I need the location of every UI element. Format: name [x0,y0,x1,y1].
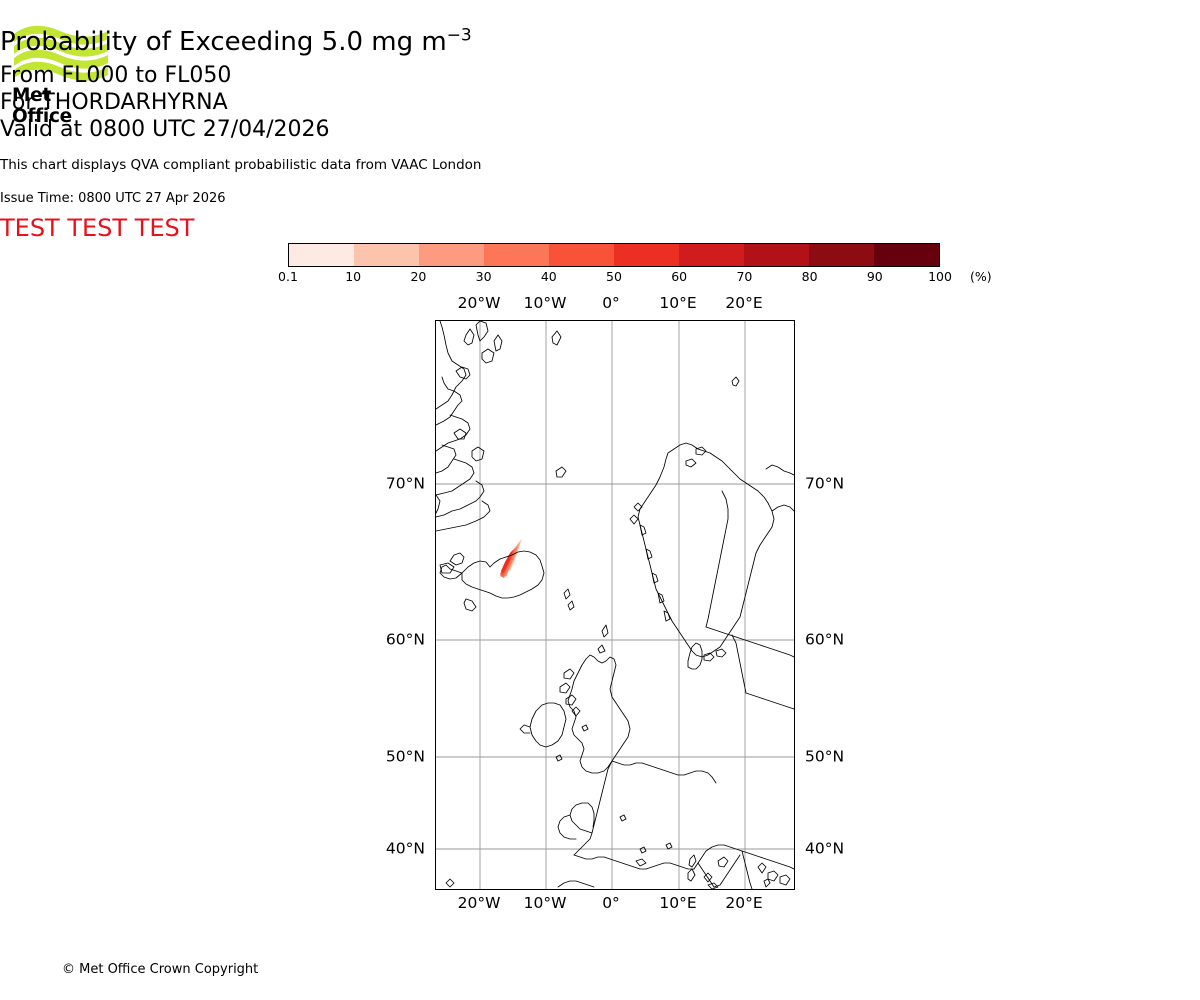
map-graphic [436,321,794,889]
colorbar-band-9 [874,244,939,266]
map-plot-area [435,320,795,890]
colorbar-bands [288,243,940,267]
lon-tick-bottom-20°W: 20°W [457,894,501,912]
colorbar-tick-30: 30 [475,269,492,284]
lon-tick-bottom-10°E: 10°E [659,894,697,912]
lon-tick-top-0°: 0° [602,294,620,312]
colorbar-tick-60: 60 [671,269,688,284]
probability-colorbar [288,243,940,267]
colorbar-tick-20: 20 [410,269,427,284]
copyright-text: © Met Office Crown Copyright [62,962,259,977]
met-office-logo-text: Met Office [12,85,72,127]
ash-plume [500,539,522,578]
test-banner: TEST TEST TEST [0,214,195,242]
flight-level-range: From FL000 to FL050 [0,63,232,88]
lat-tick-left-60°N: 60°N [385,630,425,649]
lat-tick-right-60°N: 60°N [805,630,845,649]
coastlines [436,321,794,889]
chart-title-exponent: −3 [446,25,472,46]
colorbar-tick-labels: 0.1 10 20 30 40 50 60 70 80 90 100 [278,269,952,287]
volcano-name: For THORDARHYRNA [0,90,228,115]
colorbar-band-6 [679,244,744,266]
colorbar-tick-40: 40 [540,269,557,284]
lon-tick-top-10°W: 10°W [523,294,567,312]
lon-tick-bottom-0°: 0° [602,894,620,912]
lat-tick-left-50°N: 50°N [385,747,425,766]
lon-tick-top-10°E: 10°E [659,294,697,312]
colorbar-tick-0.1: 0.1 [278,269,298,284]
colorbar-units-label: (%) [970,269,992,284]
valid-time: Valid at 0800 UTC 27/04/2026 [0,117,330,142]
colorbar-band-1 [354,244,419,266]
colorbar-tick-50: 50 [606,269,622,284]
lat-tick-left-40°N: 40°N [385,839,425,858]
colorbar-band-0 [289,244,354,266]
issue-time: Issue Time: 0800 UTC 27 Apr 2026 [0,191,226,206]
colorbar-band-8 [809,244,874,266]
map-gridlines [436,321,794,889]
lat-tick-right-50°N: 50°N [805,747,845,766]
colorbar-tick-90: 90 [866,269,883,284]
lat-tick-right-40°N: 40°N [805,839,845,858]
colorbar-band-5 [614,244,679,266]
colorbar-tick-80: 80 [801,269,818,284]
lon-tick-bottom-10°W: 10°W [523,894,567,912]
met-office-logo: Met Office [12,22,110,127]
met-office-wave-mark [14,25,108,81]
lon-tick-top-20°E: 20°E [725,294,763,312]
chart-title: Probability of Exceeding 5.0 mg m−3 [0,26,1200,58]
colorbar-band-3 [484,244,549,266]
lon-tick-bottom-20°E: 20°E [725,894,763,912]
colorbar-tick-70: 70 [736,269,753,284]
lat-tick-left-70°N: 70°N [385,474,425,493]
qva-note: This chart displays QVA compliant probab… [0,157,482,173]
colorbar-band-4 [549,244,614,266]
colorbar-band-2 [419,244,484,266]
map-frame [435,320,795,890]
lon-tick-top-20°W: 20°W [457,294,501,312]
lat-tick-right-70°N: 70°N [805,474,845,493]
colorbar-tick-100: 100 [928,269,952,284]
chart-title-text: Probability of Exceeding 5.0 mg m [0,27,447,57]
colorbar-tick-10: 10 [345,269,362,284]
colorbar-band-7 [744,244,809,266]
